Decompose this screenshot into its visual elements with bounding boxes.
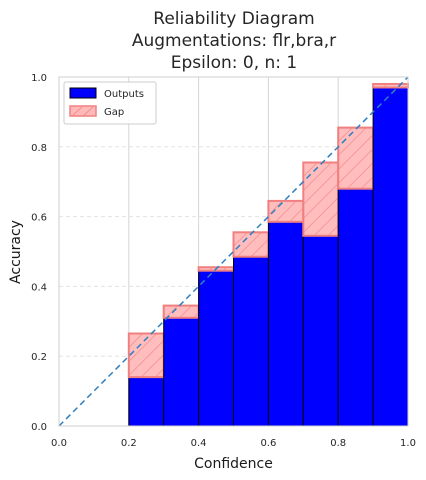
- y-tick-label: 0.8: [31, 143, 47, 154]
- output-bar-3: [163, 317, 200, 427]
- y-tick-label: 0.4: [31, 282, 47, 293]
- y-tick-label: 0.6: [31, 213, 47, 224]
- output-bar-7: [302, 235, 339, 427]
- gap-hatch-2: [128, 340, 164, 376]
- gap-hatch-5: [233, 232, 248, 247]
- gap-hatch-5: [236, 232, 262, 257]
- output-bar-2: [128, 376, 165, 427]
- output-bar-6: [267, 221, 304, 427]
- axes-layer: [58, 76, 409, 427]
- diagonal-layer: [58, 76, 409, 427]
- gap-hatch-7: [303, 197, 339, 233]
- tick-labels: 0.0 0.2 0.4 0.6 0.8 1.0 0.0 0.2 0.4 0.6 0.8 1.0: [31, 73, 416, 449]
- chart-title-line-3: Epsilon: 0, n: 1: [171, 53, 298, 73]
- gap-hatch-7: [303, 162, 332, 191]
- perfect-calibration-line: [58, 76, 409, 427]
- chart-title-line-1: Reliability Diagram: [153, 9, 314, 29]
- output-bar-4: [198, 270, 235, 427]
- legend-gap-swatch: [69, 105, 97, 117]
- plot-frame: [58, 76, 409, 427]
- gap-hatch-8: [337, 127, 353, 142]
- gap-hatch-8: [337, 134, 374, 170]
- gap-hatch-7: [327, 225, 339, 237]
- gap-hatch-5: [250, 239, 269, 257]
- gap-hatch-2: [154, 368, 164, 378]
- bars-layer: [127, 82, 410, 427]
- gap-hatch-6: [289, 207, 304, 223]
- gap-hatch-8: [337, 127, 367, 156]
- chart-title-line-2: Augmentations: flr,bra,r: [132, 31, 336, 51]
- gap-bar-3: [163, 305, 199, 318]
- y-tick-label: 0.2: [31, 352, 47, 363]
- gap-hatch-2: [128, 333, 158, 362]
- output-bar-5: [233, 256, 269, 427]
- x-tick-label: 0.0: [51, 438, 67, 449]
- gap-hatch-7: [303, 169, 339, 205]
- x-tick-label: 0.2: [121, 438, 137, 449]
- x-axis-label: Confidence: [194, 456, 273, 472]
- y-tick-label: 1.0: [31, 73, 47, 84]
- legend: Outputs Gap: [63, 81, 157, 125]
- gap-bar-9: [373, 83, 408, 88]
- legend-outputs-swatch: [69, 87, 97, 99]
- y-axis-label: Accuracy: [8, 220, 24, 284]
- gap-hatch-3: [179, 305, 192, 319]
- gap-hatch-8: [360, 176, 374, 189]
- output-bar-9: [372, 86, 409, 427]
- gap-hatch-2: [128, 333, 144, 348]
- gap-hatch-6: [268, 200, 283, 216]
- gap-hatch-7: [313, 211, 339, 237]
- gap-hatch-3: [165, 305, 178, 319]
- legend-gap-hatch: [72, 106, 83, 116]
- gap-hatch-2: [140, 354, 164, 378]
- legend-gap-label: Gap: [104, 107, 124, 118]
- gap-hatch-8: [337, 148, 374, 184]
- legend-outputs-label: Outputs: [104, 89, 144, 100]
- output-bar-8: [337, 188, 374, 427]
- gap-hatch-8: [346, 162, 374, 189]
- y-tick-label: 0.0: [31, 422, 47, 433]
- gap-hatch-7: [303, 183, 339, 219]
- x-tick-label: 1.0: [400, 438, 416, 449]
- legend-gap-hatch: [83, 106, 94, 116]
- x-tick-label: 0.4: [191, 438, 207, 449]
- x-tick-label: 0.8: [330, 438, 346, 449]
- gap-bar-5: [233, 232, 269, 257]
- gap-hatch-6: [275, 200, 297, 223]
- x-tick-label: 0.6: [260, 438, 276, 449]
- gap-hatch-7: [303, 162, 318, 177]
